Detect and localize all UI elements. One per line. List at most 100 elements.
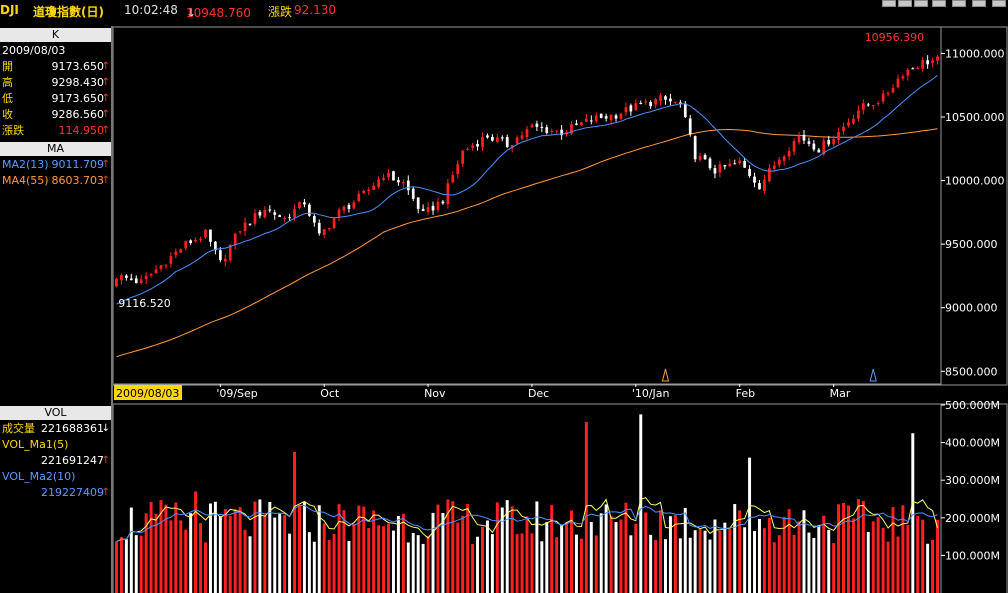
volume-bar bbox=[243, 529, 247, 593]
volume-bar bbox=[886, 541, 890, 593]
toolbar-button-2[interactable] bbox=[898, 0, 912, 7]
maximize-button[interactable] bbox=[972, 0, 986, 7]
volume-bar bbox=[273, 517, 277, 593]
candle-body bbox=[530, 124, 534, 128]
candle-body bbox=[174, 251, 178, 255]
volume-bar bbox=[871, 521, 875, 593]
candle-body bbox=[555, 130, 559, 132]
volume-bar bbox=[797, 521, 801, 593]
candle-body bbox=[763, 179, 766, 192]
vol-panel-title[interactable]: VOL bbox=[0, 406, 111, 420]
volume-bar bbox=[466, 503, 470, 593]
k-panel-title[interactable]: K bbox=[0, 28, 111, 42]
volume-bar bbox=[644, 512, 648, 593]
candle-body bbox=[283, 218, 287, 220]
candle-body bbox=[248, 223, 252, 225]
volume-bar bbox=[668, 516, 672, 593]
up-arrow-icon: ↑ bbox=[101, 125, 110, 136]
candle-body bbox=[753, 176, 756, 183]
high-annotation: 10956.390 bbox=[865, 31, 925, 44]
volume-bar bbox=[574, 534, 578, 593]
volume-bar bbox=[757, 518, 761, 593]
candle-body bbox=[149, 273, 153, 276]
vol-row-ma10-label: VOL_Ma2(10) bbox=[2, 469, 110, 485]
candle-body bbox=[194, 239, 197, 242]
volume-bar bbox=[490, 534, 494, 593]
candle-body bbox=[426, 207, 430, 212]
candle-body bbox=[589, 120, 593, 122]
volume-bar bbox=[396, 516, 400, 593]
volume-tick-label: 400.000M bbox=[945, 437, 1000, 450]
volume-bar bbox=[723, 522, 727, 593]
volume-bar bbox=[327, 539, 331, 593]
volume-bar bbox=[322, 523, 326, 593]
candle-body bbox=[347, 204, 351, 209]
k-close-label: 收 bbox=[2, 108, 13, 121]
candle-body bbox=[233, 233, 237, 246]
toolbar-button-1[interactable] bbox=[882, 0, 896, 7]
up-arrow-icon: ↑ bbox=[101, 175, 110, 186]
volume-bar bbox=[357, 505, 361, 593]
candle-body bbox=[263, 209, 267, 218]
price-frame bbox=[112, 26, 1008, 386]
candle-body bbox=[129, 278, 133, 281]
candle-body bbox=[466, 148, 470, 150]
volume-bar bbox=[406, 542, 410, 593]
volume-bar bbox=[367, 528, 371, 593]
candle-body bbox=[614, 115, 618, 119]
candle-body bbox=[184, 241, 188, 249]
k-open-label: 開 bbox=[2, 60, 13, 73]
candle-body bbox=[669, 98, 672, 102]
minimize-button[interactable] bbox=[952, 0, 966, 7]
volume-bar bbox=[223, 509, 227, 593]
volume-bar bbox=[436, 504, 440, 593]
candle-body bbox=[238, 231, 242, 233]
volume-bar bbox=[461, 515, 465, 593]
volume-bar bbox=[337, 504, 341, 593]
volume-bar bbox=[174, 502, 178, 593]
toolbar-button-4[interactable] bbox=[932, 0, 946, 7]
volume-bar bbox=[678, 538, 682, 593]
volume-bar bbox=[624, 502, 628, 593]
candle-body bbox=[767, 168, 771, 182]
candle-body bbox=[456, 164, 460, 175]
volume-bar bbox=[599, 513, 603, 593]
price-annotations: 10956.390 9116.520 bbox=[118, 31, 924, 310]
candle-body bbox=[728, 163, 732, 167]
k-row-open: 開 9173.650 ↑ bbox=[2, 59, 110, 75]
volume-bar bbox=[446, 499, 450, 593]
candle-body bbox=[481, 137, 484, 148]
ma-panel-title[interactable]: MA bbox=[0, 142, 111, 156]
volume-bar bbox=[926, 543, 930, 593]
k-high-label: 高 bbox=[2, 76, 13, 89]
k-date-value: 2009/08/03 bbox=[2, 44, 66, 57]
volume-bar bbox=[302, 501, 306, 593]
toolbar-button-3[interactable] bbox=[914, 0, 928, 7]
candle-body bbox=[599, 113, 603, 118]
up-arrow-icon: ↑ bbox=[101, 455, 110, 466]
volume-bar bbox=[228, 516, 232, 593]
candle-body bbox=[594, 115, 598, 121]
price-tick-label: 9000.000 bbox=[945, 302, 998, 315]
vol-row-ma5-label: VOL_Ma1(5) bbox=[2, 437, 110, 453]
close-button[interactable] bbox=[992, 0, 1006, 7]
vol-ma5-value: 221691247 bbox=[41, 454, 104, 467]
candle-body bbox=[550, 130, 554, 132]
volume-bar bbox=[149, 502, 153, 593]
volume-bar bbox=[911, 433, 915, 593]
candle-body bbox=[866, 104, 870, 106]
x-tick-label: 2009/08/03 bbox=[116, 387, 179, 400]
candle-body bbox=[802, 134, 806, 141]
x-tick-label: Mar bbox=[830, 387, 851, 400]
x-tick-label: '10/Jan bbox=[632, 387, 670, 400]
price-tick-label: 9500.000 bbox=[945, 238, 998, 251]
ma-row-55: MA4(55) 8603.703 ↑ bbox=[2, 173, 110, 189]
volume-bar bbox=[332, 534, 336, 593]
volume-bar bbox=[476, 536, 480, 593]
candle-body bbox=[718, 164, 722, 173]
candle-body bbox=[199, 238, 202, 240]
volume-bar bbox=[253, 501, 257, 593]
volume-bar bbox=[931, 540, 935, 593]
volume-bar bbox=[876, 517, 880, 593]
